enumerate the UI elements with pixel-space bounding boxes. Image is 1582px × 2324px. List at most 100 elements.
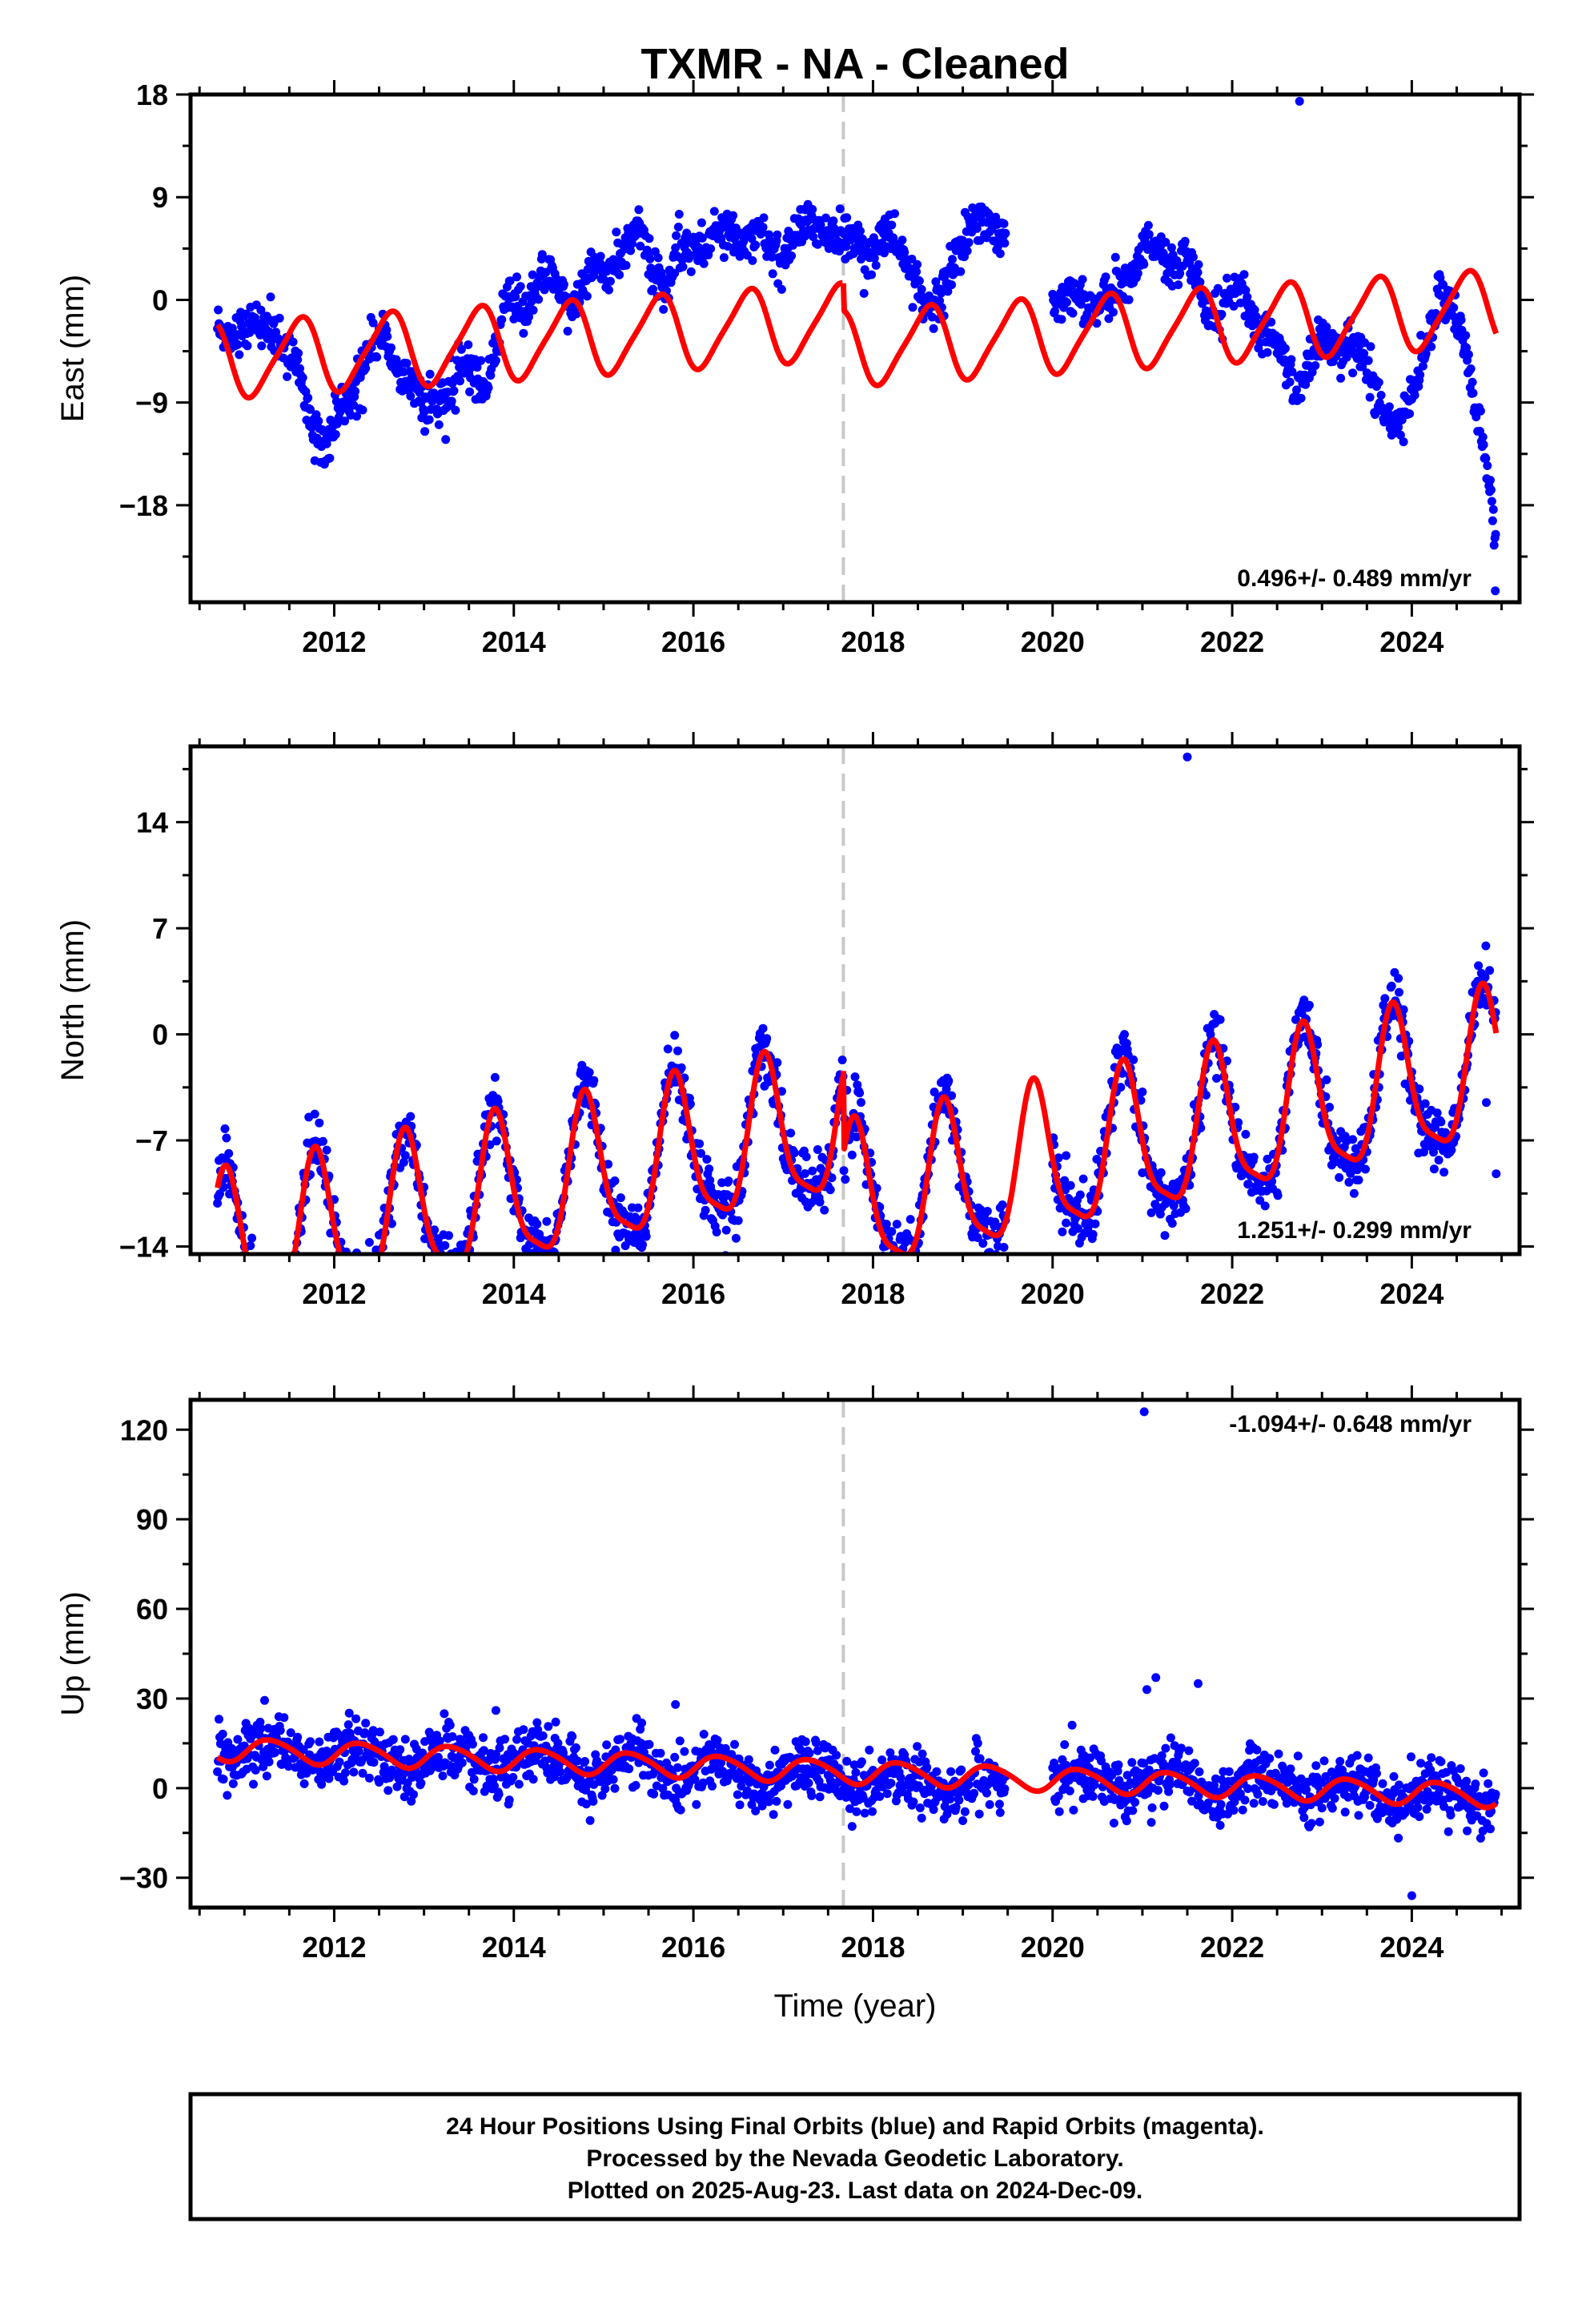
north-point <box>611 1245 620 1254</box>
north-point <box>1344 1177 1354 1187</box>
east-point <box>1365 392 1375 402</box>
east-point <box>1366 342 1375 352</box>
up-point <box>656 1748 665 1758</box>
east-point <box>1068 308 1078 318</box>
north-y-tick-label: 14 <box>136 806 168 839</box>
east-point <box>1229 301 1239 311</box>
up-point <box>1166 1779 1174 1789</box>
east-point <box>1399 437 1408 447</box>
north-point <box>490 1072 500 1082</box>
east-point <box>1110 252 1120 262</box>
north-point <box>1380 994 1390 1003</box>
up-point <box>358 1768 367 1778</box>
east-point <box>266 292 275 302</box>
east-point <box>257 341 267 351</box>
east-point <box>1336 373 1346 383</box>
north-point <box>440 1240 450 1250</box>
east-point <box>314 416 323 426</box>
up-point <box>737 1781 746 1791</box>
east-point <box>1449 303 1459 312</box>
north-point <box>758 1023 768 1033</box>
north-point <box>1181 1204 1191 1213</box>
up-point <box>597 1791 607 1800</box>
up-point <box>457 1758 467 1767</box>
north-outlier-point <box>1482 1098 1491 1108</box>
east-point <box>1415 370 1425 380</box>
north-point <box>1432 1108 1442 1118</box>
east-point <box>288 337 298 347</box>
up-point <box>994 1799 1004 1809</box>
up-point <box>344 1708 354 1718</box>
up-point <box>974 1809 984 1819</box>
east-point <box>859 288 869 298</box>
east-point <box>1301 380 1311 389</box>
east-point <box>1175 268 1185 278</box>
east-point <box>1161 238 1170 247</box>
up-point <box>1365 1800 1375 1810</box>
up-point <box>556 1767 565 1777</box>
east-point <box>1217 310 1227 319</box>
north-point <box>1313 1039 1323 1049</box>
north-point <box>1447 1145 1456 1155</box>
east-point <box>887 220 897 230</box>
north-point <box>839 1166 849 1176</box>
east-point <box>528 305 538 315</box>
up-point <box>438 1771 448 1781</box>
up-point <box>1282 1799 1291 1808</box>
up-point <box>602 1740 612 1750</box>
east-point <box>659 304 669 314</box>
up-point <box>708 1781 717 1791</box>
up-point <box>1238 1805 1247 1815</box>
up-point <box>1170 1741 1179 1751</box>
up-point <box>913 1742 922 1751</box>
east-point <box>306 404 315 414</box>
up-point <box>692 1799 701 1809</box>
east-point <box>999 219 1009 228</box>
east-point <box>612 227 621 237</box>
east-point <box>519 328 528 338</box>
east-point <box>645 254 655 263</box>
north-point <box>786 1128 796 1138</box>
up-point <box>783 1799 793 1809</box>
up-point <box>832 1751 841 1760</box>
up-point <box>532 1718 542 1727</box>
up-point <box>680 1747 689 1756</box>
north-point <box>581 1080 590 1089</box>
east-point <box>1479 440 1488 449</box>
north-point <box>721 1225 731 1235</box>
north-point <box>1480 972 1490 982</box>
north-point <box>1263 1154 1272 1164</box>
up-point <box>1128 1806 1138 1815</box>
up-point <box>223 1791 232 1800</box>
north-point <box>1399 1005 1408 1015</box>
east-x-tick-label: 2012 <box>302 625 366 658</box>
east-point <box>387 343 396 352</box>
up-point <box>670 1752 680 1762</box>
east-point <box>1348 368 1358 378</box>
north-point <box>1212 1074 1221 1083</box>
north-point <box>1116 1083 1126 1092</box>
north-point <box>1255 1196 1265 1205</box>
east-x-tick-label: 2018 <box>841 625 905 658</box>
up-point <box>631 1780 640 1790</box>
north-point <box>444 1231 453 1240</box>
east-point <box>1251 312 1261 321</box>
east-point <box>615 270 624 279</box>
north-point <box>1304 1000 1314 1010</box>
up-point <box>400 1792 409 1802</box>
north-point <box>813 1145 822 1154</box>
east-point <box>1239 270 1249 279</box>
up-point <box>845 1804 854 1813</box>
up-point <box>1475 1791 1484 1801</box>
east-point <box>835 204 845 214</box>
north-point <box>492 1136 501 1146</box>
up-point <box>1302 1785 1311 1795</box>
east-point <box>1395 430 1405 440</box>
up-point <box>875 1791 885 1801</box>
up-point <box>264 1757 274 1767</box>
north-point <box>1394 974 1403 983</box>
up-point <box>1446 1811 1456 1819</box>
up-point <box>519 1725 528 1735</box>
up-point <box>538 1731 548 1740</box>
east-point <box>929 324 938 333</box>
